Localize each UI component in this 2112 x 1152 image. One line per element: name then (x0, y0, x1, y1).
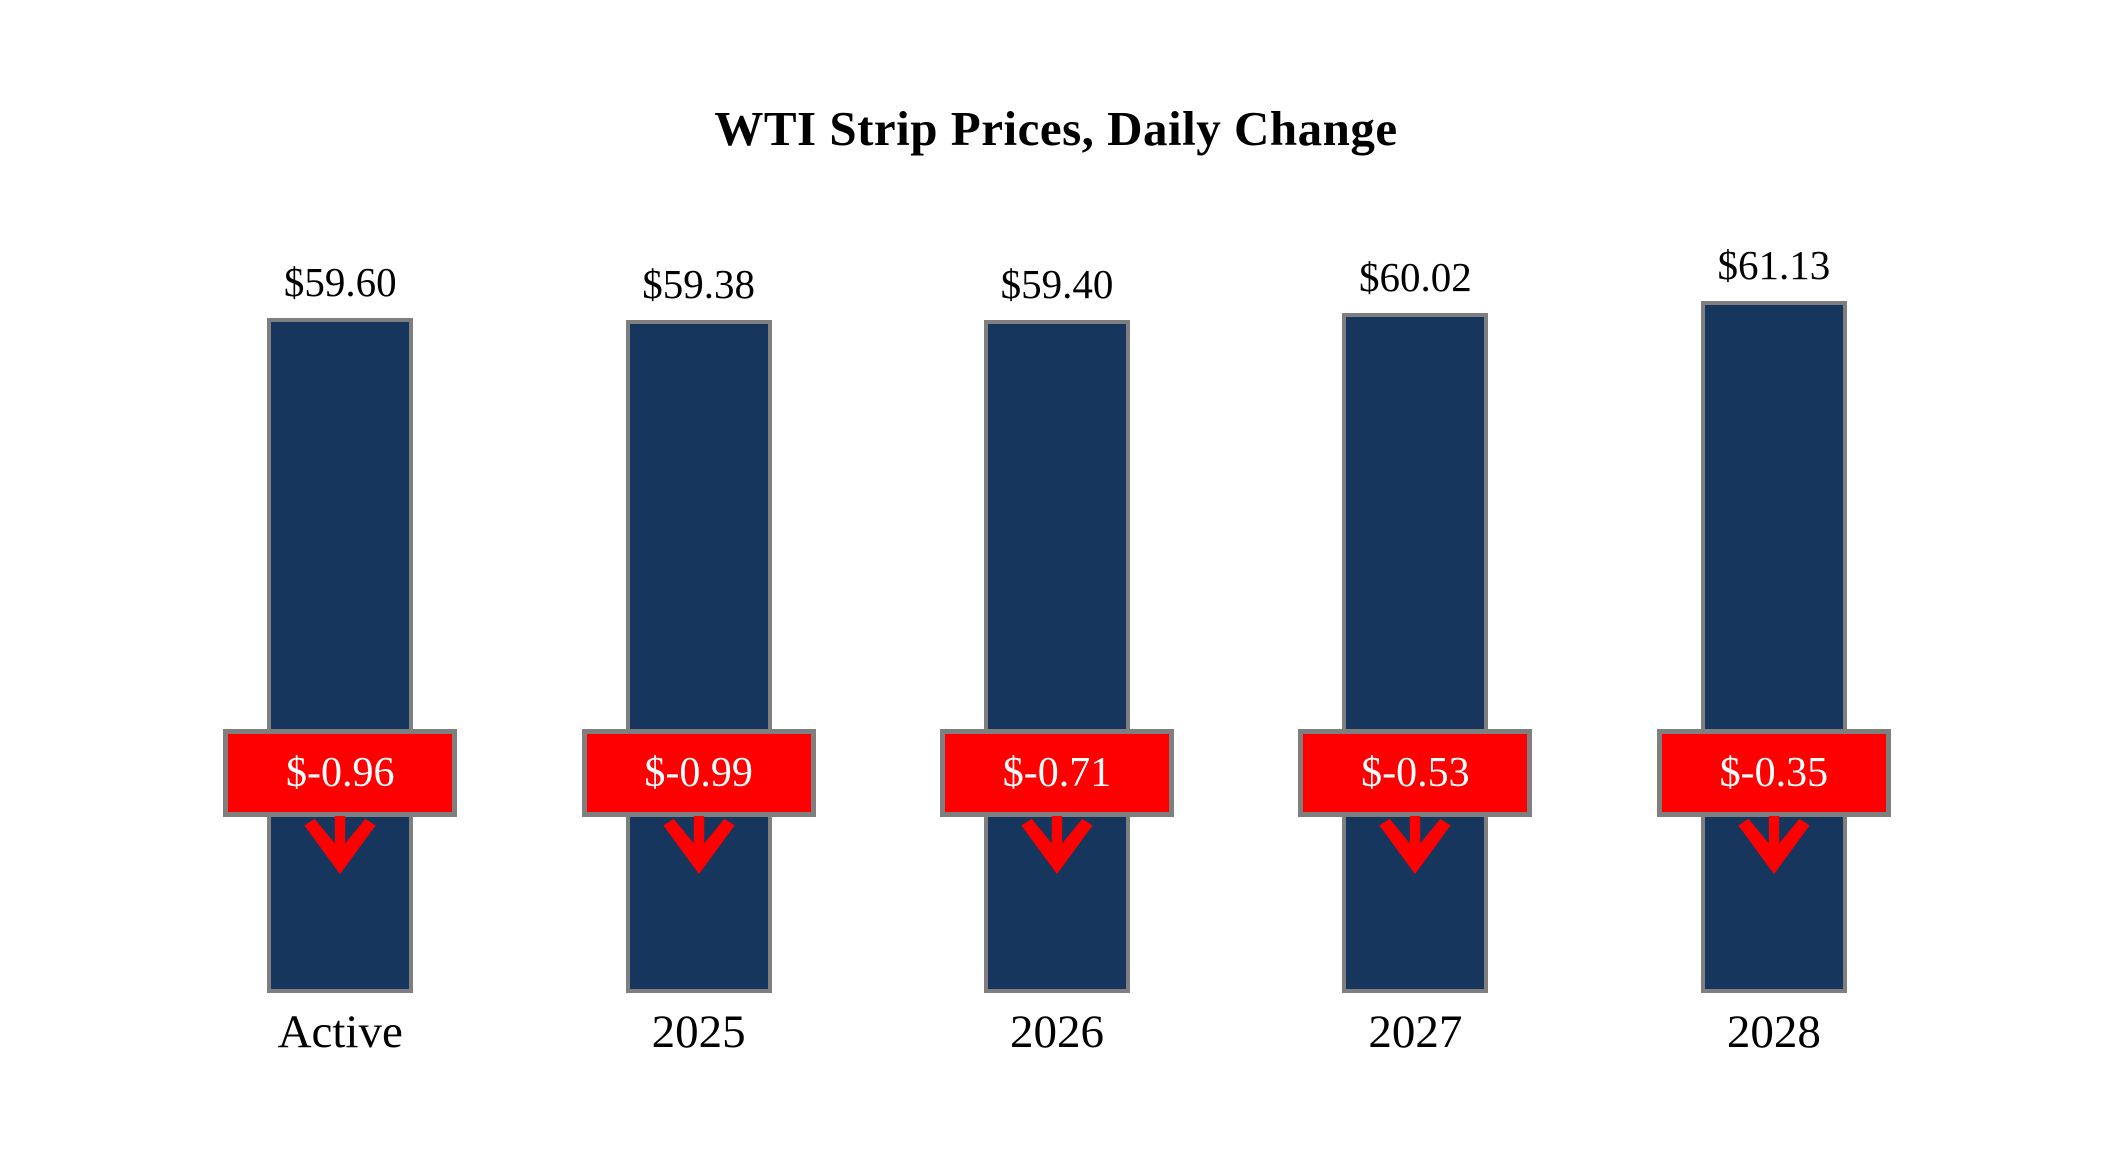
chart-title: WTI Strip Prices, Daily Change (714, 101, 1398, 156)
category-label: 2028 (1726, 1006, 1821, 1058)
category-label: Active (277, 1006, 403, 1058)
down-arrow-icon (662, 816, 735, 875)
category-label: 2026 (1010, 1006, 1105, 1058)
change-badge: $-0.99 (581, 729, 816, 817)
category-label: 2025 (651, 1006, 746, 1058)
bar-column: $59.40 $-0.71 2026 (878, 0, 1236, 1152)
bar (984, 320, 1131, 993)
change-badge: $-0.71 (940, 729, 1175, 817)
bar (625, 320, 772, 993)
bar-column: $59.60 $-0.96 Active (161, 0, 519, 1152)
down-arrow-icon (1738, 816, 1810, 875)
down-arrow-icon (1379, 816, 1452, 875)
change-badge: $-0.35 (1656, 729, 1891, 817)
down-arrow-icon (1021, 816, 1093, 875)
bar-column: $61.13 $-0.35 2028 (1595, 0, 1953, 1152)
bar-value-label: $59.38 (642, 261, 755, 307)
change-badge: $-0.96 (223, 729, 458, 817)
category-label: 2027 (1368, 1006, 1463, 1058)
bar-column: $60.02 $-0.53 2027 (1236, 0, 1594, 1152)
down-arrow-icon (304, 816, 376, 875)
bar (1342, 313, 1489, 993)
bar-value-label: $60.02 (1359, 254, 1472, 300)
plot-area: $59.60 $-0.96 Active $59.38 $-0.99 2025 … (161, 0, 1953, 1152)
bar (267, 318, 414, 993)
bar (1700, 301, 1847, 993)
change-badge: $-0.53 (1298, 729, 1533, 817)
bar-value-label: $59.40 (1000, 261, 1114, 307)
bar-value-label: $59.60 (283, 259, 397, 305)
bar-column: $59.38 $-0.99 2025 (519, 0, 877, 1152)
bar-value-label: $61.13 (1717, 242, 1831, 288)
